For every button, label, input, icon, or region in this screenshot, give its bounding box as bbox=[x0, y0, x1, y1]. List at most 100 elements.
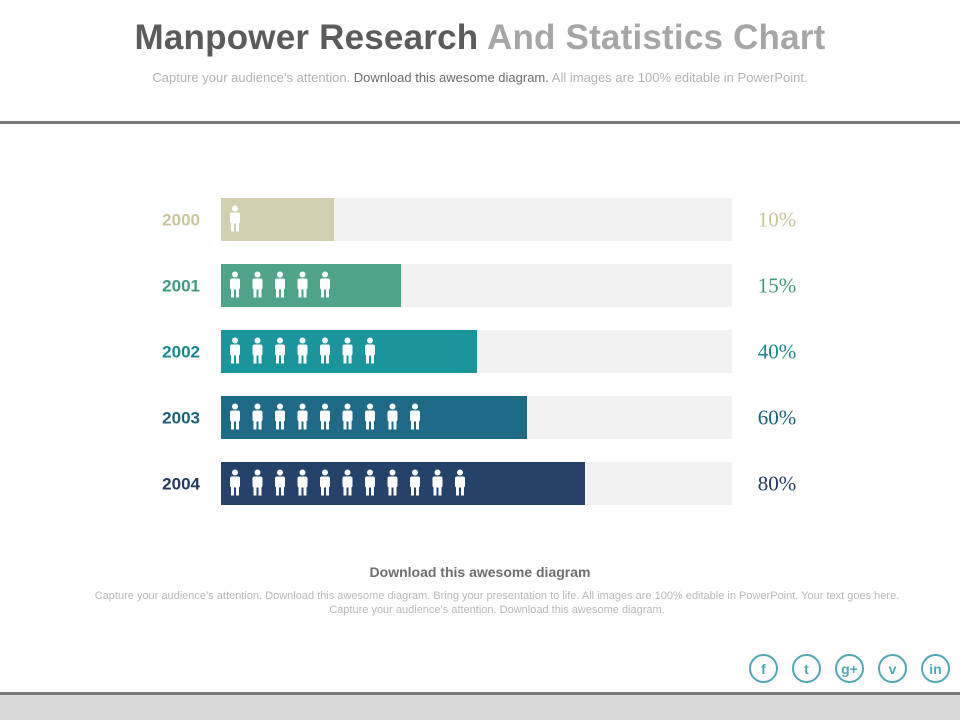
person-body bbox=[320, 344, 330, 356]
person-leg bbox=[258, 486, 262, 496]
person-leg bbox=[343, 486, 347, 496]
person-body bbox=[275, 278, 285, 290]
person-body bbox=[275, 344, 285, 356]
person-body bbox=[252, 344, 263, 356]
person-leg bbox=[321, 354, 324, 364]
person-leg bbox=[303, 420, 307, 430]
person-body bbox=[342, 344, 353, 356]
person-leg bbox=[276, 288, 279, 298]
value-label: 60% bbox=[758, 406, 797, 430]
person-head bbox=[457, 469, 463, 476]
person-head bbox=[232, 403, 238, 410]
footer-title: Download this awesome diagram bbox=[369, 564, 591, 580]
person-head bbox=[299, 469, 306, 476]
person-leg bbox=[461, 486, 464, 496]
bottom-band bbox=[0, 695, 960, 720]
person-leg bbox=[326, 486, 329, 496]
person-leg bbox=[298, 420, 302, 430]
person-head bbox=[389, 469, 396, 476]
person-leg bbox=[236, 222, 239, 232]
person-icon bbox=[410, 469, 420, 496]
twitter-icon[interactable]: t bbox=[792, 654, 821, 683]
person-head bbox=[322, 337, 328, 344]
person-body bbox=[410, 410, 420, 422]
person-body bbox=[297, 476, 308, 488]
person-icon bbox=[320, 271, 330, 298]
person-icon bbox=[297, 337, 308, 364]
person-icon bbox=[252, 469, 263, 496]
facebook-icon[interactable]: f bbox=[749, 654, 778, 683]
value-label: 15% bbox=[758, 274, 797, 298]
person-head bbox=[322, 271, 328, 278]
subtitle-part-3: All images are 100% editable in PowerPoi… bbox=[551, 70, 808, 85]
person-head bbox=[412, 403, 418, 410]
person-leg bbox=[258, 420, 262, 430]
person-leg bbox=[253, 354, 257, 364]
subtitle-part-1: Capture your audience’s attention. bbox=[152, 70, 351, 85]
person-head bbox=[254, 403, 261, 410]
person-head bbox=[254, 271, 261, 278]
year-label: 2004 bbox=[162, 475, 200, 494]
person-icon bbox=[230, 271, 240, 298]
person-head bbox=[299, 403, 306, 410]
subtitle-part-2: Download this awesome diagram. bbox=[353, 70, 549, 85]
person-body bbox=[410, 476, 420, 488]
person-head bbox=[344, 469, 351, 476]
person-head bbox=[277, 403, 283, 410]
person-leg bbox=[236, 420, 239, 430]
person-body bbox=[387, 410, 398, 422]
bar-row: 2003 60% bbox=[162, 396, 796, 439]
person-body bbox=[230, 278, 240, 290]
person-leg bbox=[416, 420, 419, 430]
person-body bbox=[297, 278, 308, 290]
person-body bbox=[275, 476, 285, 488]
manpower-bar-chart: 2000 10% 2001 15% 2002 40% 2003 60% 2004 80% bbox=[162, 198, 797, 505]
person-leg bbox=[388, 420, 392, 430]
person-icon bbox=[230, 403, 240, 430]
person-leg bbox=[236, 354, 239, 364]
person-head bbox=[344, 337, 351, 344]
person-leg bbox=[276, 486, 279, 496]
person-leg bbox=[258, 288, 262, 298]
person-leg bbox=[231, 288, 234, 298]
person-icon bbox=[252, 403, 263, 430]
google-plus-icon[interactable]: g+ bbox=[835, 654, 864, 683]
person-icon bbox=[320, 469, 330, 496]
person-leg bbox=[303, 288, 307, 298]
person-leg bbox=[231, 486, 234, 496]
person-body bbox=[432, 476, 443, 488]
page-title: Manpower Research And Statistics Chart bbox=[0, 18, 960, 58]
person-body bbox=[275, 410, 285, 422]
social-links: f t g+ v in bbox=[749, 654, 950, 683]
linkedin-icon[interactable]: in bbox=[921, 654, 950, 683]
person-leg bbox=[348, 486, 352, 496]
person-icon bbox=[275, 469, 285, 496]
bar-row: 2002 40% bbox=[162, 330, 796, 373]
person-leg bbox=[321, 420, 324, 430]
person-body bbox=[320, 410, 330, 422]
person-icon bbox=[230, 469, 240, 496]
person-head bbox=[367, 337, 373, 344]
page-subtitle: Capture your audience’s attention. Downl… bbox=[0, 70, 960, 85]
person-icon bbox=[275, 271, 285, 298]
person-leg bbox=[281, 420, 284, 430]
person-leg bbox=[438, 486, 442, 496]
person-head bbox=[299, 271, 306, 278]
person-icon bbox=[297, 469, 308, 496]
vimeo-icon[interactable]: v bbox=[878, 654, 907, 683]
person-leg bbox=[343, 420, 347, 430]
person-body bbox=[297, 344, 308, 356]
person-body bbox=[230, 410, 240, 422]
person-leg bbox=[231, 420, 234, 430]
person-icon bbox=[410, 403, 420, 430]
person-leg bbox=[366, 420, 369, 430]
bar-row: 2004 80% bbox=[162, 462, 796, 505]
person-body bbox=[252, 476, 263, 488]
person-head bbox=[232, 469, 238, 476]
title-part-2: And Statistics Chart bbox=[486, 18, 826, 57]
person-leg bbox=[371, 486, 374, 496]
value-label: 80% bbox=[758, 472, 797, 496]
person-body bbox=[320, 476, 330, 488]
person-head bbox=[367, 469, 373, 476]
person-head bbox=[434, 469, 441, 476]
